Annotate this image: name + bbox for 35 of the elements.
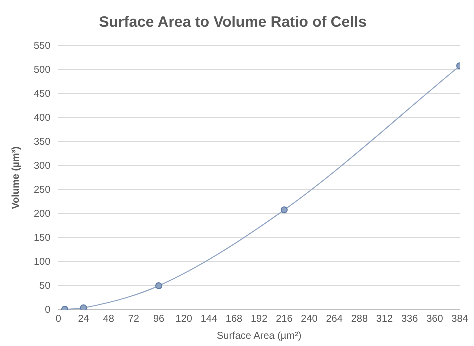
y-tick-label: 300 <box>34 160 52 172</box>
x-tick-label: 240 <box>301 314 318 325</box>
y-tick-label: 450 <box>34 88 52 100</box>
y-tick-label: 100 <box>34 256 52 268</box>
y-tick-label: 400 <box>34 112 52 124</box>
x-tick-label: 0 <box>56 314 62 325</box>
x-tick-label: 216 <box>276 314 294 325</box>
point <box>156 282 163 290</box>
x-tick-label: 120 <box>176 314 193 325</box>
chart-title: Surface Area to Volume Ratio of Cells <box>99 14 367 32</box>
x-tick-label: 336 <box>401 314 419 325</box>
y-axis-title: Volume (µm³) <box>10 146 22 210</box>
x-tick-label: 168 <box>226 314 244 325</box>
x-tick-label: 264 <box>326 314 344 325</box>
y-tick-label: 0 <box>45 304 52 316</box>
y-tick-label: 250 <box>34 184 52 196</box>
y-tick-label: 500 <box>34 64 52 76</box>
x-axis-title: Surface Area (µm²) <box>217 330 302 342</box>
x-tick-label: 384 <box>452 314 469 325</box>
y-tick-label: 350 <box>34 136 52 148</box>
y-tick-label: 550 <box>34 40 52 52</box>
x-tick-label: 144 <box>200 314 218 325</box>
point <box>280 206 288 214</box>
x-tick-label: 24 <box>78 314 90 325</box>
y-tick-label: 50 <box>40 280 52 292</box>
y-tick-label: 150 <box>34 232 52 244</box>
x-tick-label: 360 <box>426 314 444 325</box>
x-tick-label: 96 <box>153 314 166 325</box>
x-tick-label: 192 <box>251 314 268 325</box>
x-tick-label: 72 <box>128 314 140 325</box>
x-tick-label: 288 <box>351 314 368 325</box>
x-tick-label: 48 <box>103 314 115 325</box>
y-tick-label: 200 <box>34 208 52 220</box>
point <box>80 304 88 310</box>
x-tick-label: 312 <box>376 314 394 325</box>
